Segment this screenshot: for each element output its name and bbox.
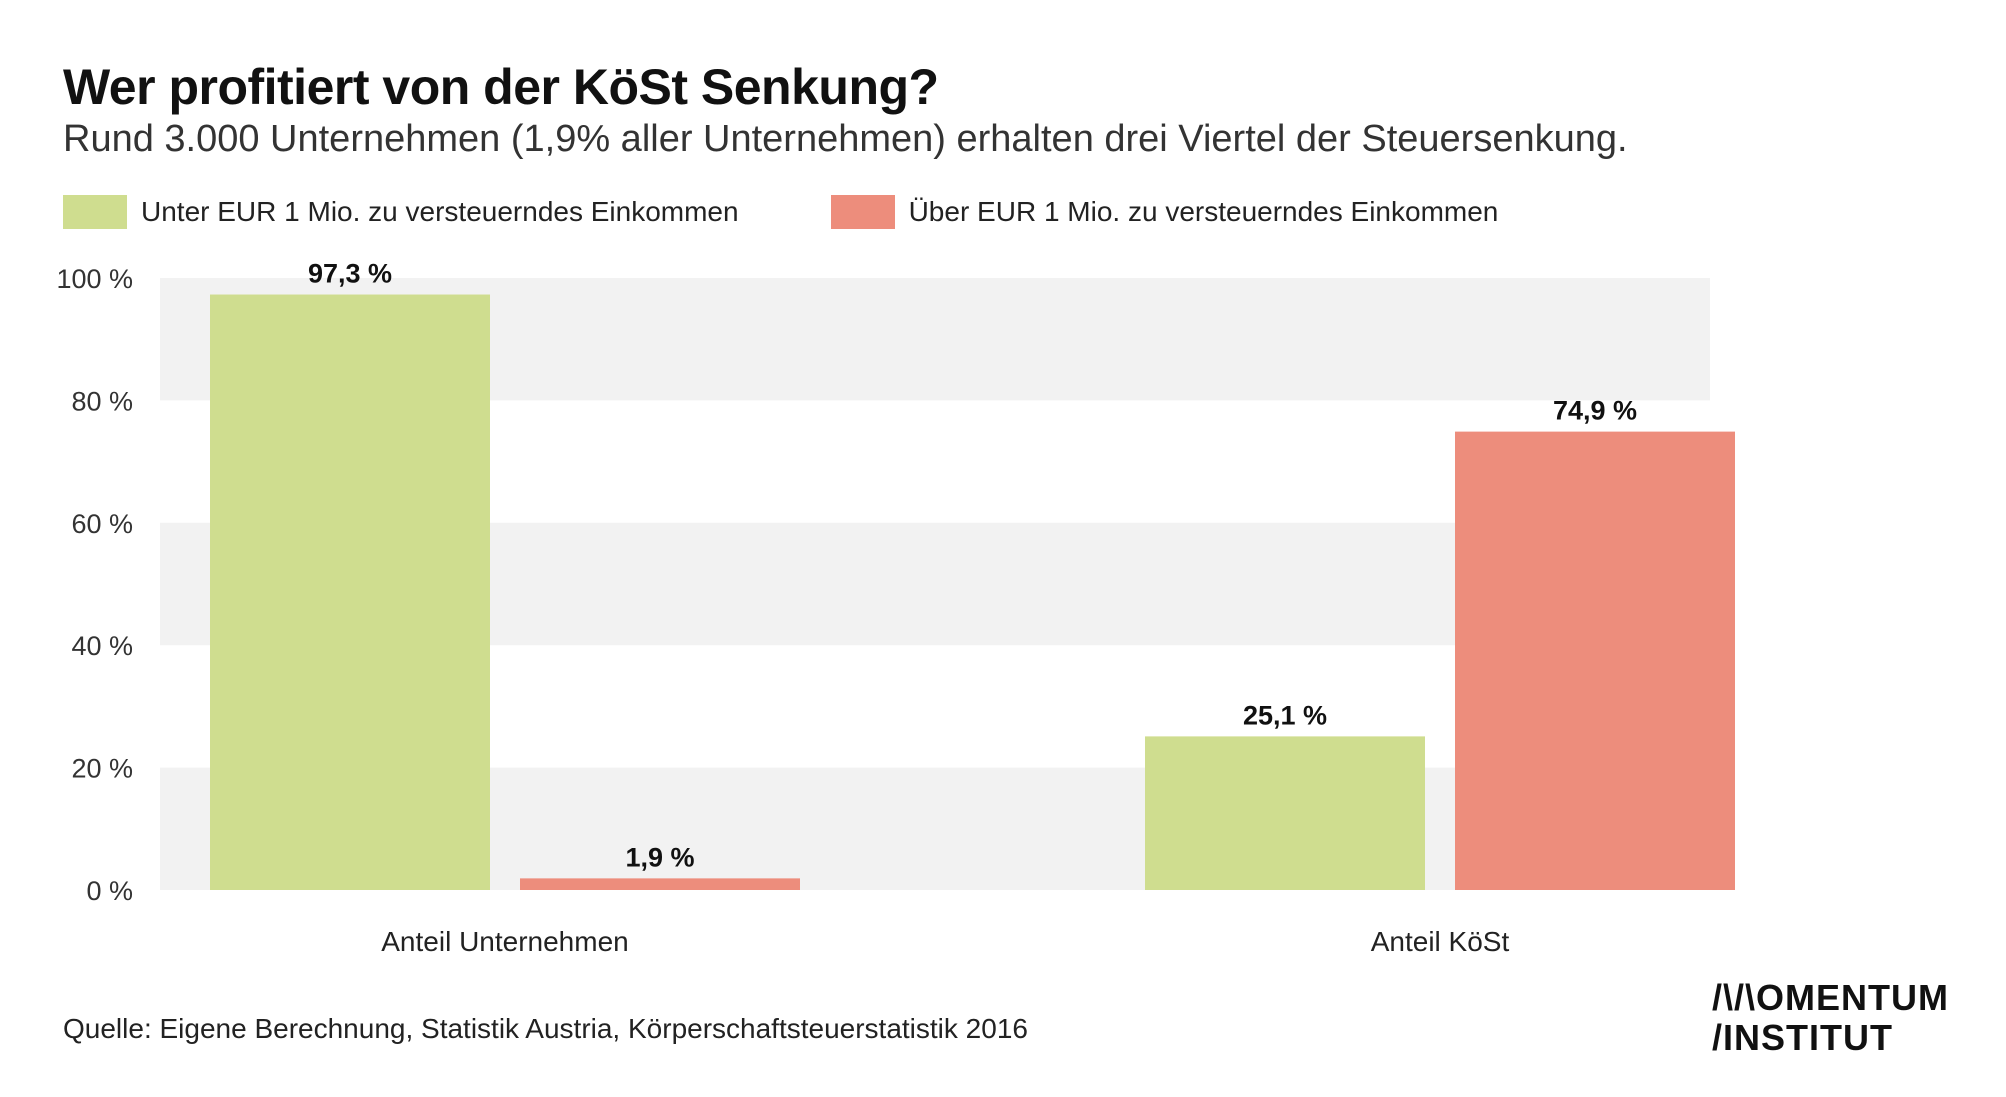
source-note: Quelle: Eigene Berechnung, Statistik Aus… [63, 1013, 1028, 1044]
y-tick-label: 60 % [71, 509, 133, 539]
bar [1145, 736, 1425, 890]
legend-item-over: Über EUR 1 Mio. zu versteuerndes Einkomm… [830, 195, 1499, 229]
legend-label-under: Unter EUR 1 Mio. zu versteuerndes Einkom… [141, 196, 739, 227]
y-tick-label: 100 % [56, 264, 133, 294]
y-tick-label: 20 % [71, 754, 133, 784]
legend-item-under: Unter EUR 1 Mio. zu versteuerndes Einkom… [63, 195, 739, 229]
logo-line-1: /\/\OMENTUM [1712, 977, 1949, 1018]
x-category-label: Anteil KöSt [1371, 926, 1510, 957]
bar-value-label: 1,9 % [625, 842, 694, 872]
y-tick-label: 80 % [71, 386, 133, 416]
momentum-institut-logo: /\/\OMENTUM /INSTITUT [1712, 978, 1949, 1058]
bar [520, 878, 800, 890]
bar-value-label: 97,3 % [308, 259, 392, 289]
chart-title: Wer profitiert von der KöSt Senkung? [63, 59, 939, 115]
x-category-label: Anteil Unternehmen [381, 926, 628, 957]
y-tick-label: 40 % [71, 631, 133, 661]
legend-label-over: Über EUR 1 Mio. zu versteuerndes Einkomm… [908, 196, 1499, 227]
y-tick-label: 0 % [86, 876, 133, 906]
legend-swatch-over [830, 195, 895, 229]
bar-value-label: 25,1 % [1243, 700, 1327, 730]
chart-subtitle: Rund 3.000 Unternehmen (1,9% aller Unter… [63, 118, 1628, 160]
bar [1455, 431, 1735, 890]
logo-line-2: /INSTITUT [1712, 1017, 1893, 1058]
legend-swatch-under [63, 195, 127, 229]
bar [210, 294, 490, 890]
bar-value-label: 74,9 % [1553, 396, 1637, 426]
legend: Unter EUR 1 Mio. zu versteuerndes Einkom… [63, 195, 1590, 229]
